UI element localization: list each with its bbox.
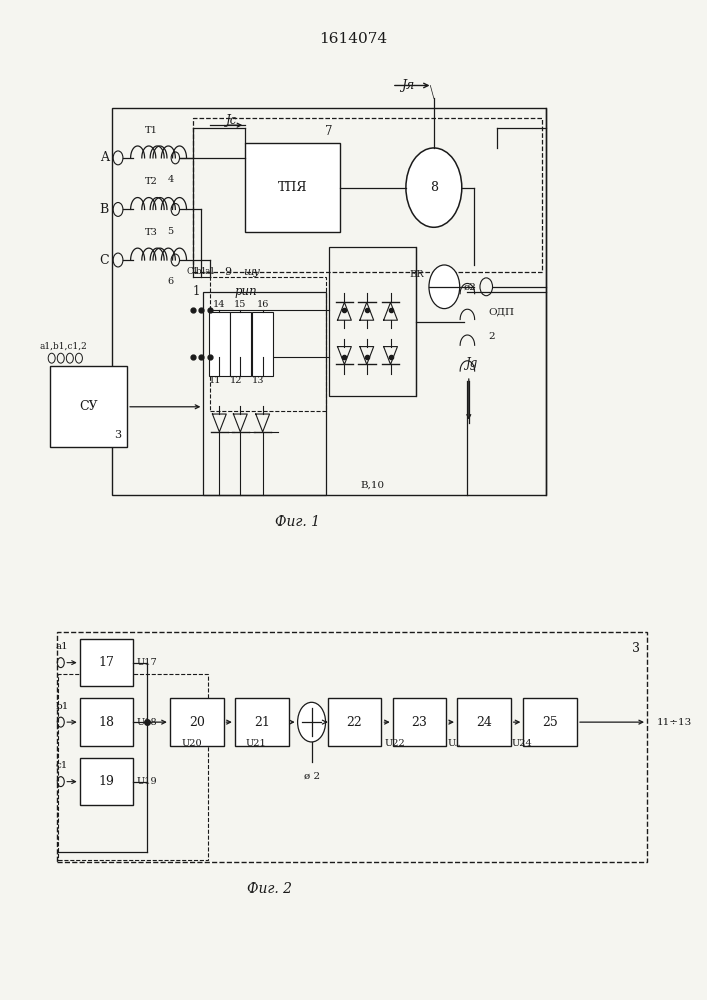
Text: 16: 16 bbox=[257, 300, 269, 309]
Text: 18: 18 bbox=[98, 716, 115, 729]
Bar bbox=[230, 312, 251, 376]
Bar bbox=[329, 247, 416, 396]
Bar bbox=[523, 698, 577, 746]
Text: A: A bbox=[100, 151, 109, 164]
Text: 23: 23 bbox=[411, 716, 428, 729]
Text: ø 2: ø 2 bbox=[303, 772, 320, 781]
Text: Jc: Jc bbox=[226, 114, 237, 127]
Text: a1: a1 bbox=[205, 267, 216, 276]
Text: Фиг. 2: Фиг. 2 bbox=[247, 882, 292, 896]
Text: U24: U24 bbox=[511, 739, 532, 748]
Text: U22: U22 bbox=[385, 739, 406, 748]
Bar bbox=[80, 758, 134, 805]
Text: 24: 24 bbox=[476, 716, 492, 729]
Text: 20: 20 bbox=[189, 716, 204, 729]
Bar bbox=[204, 292, 325, 495]
Text: Фиг. 1: Фиг. 1 bbox=[275, 515, 320, 529]
Text: C1: C1 bbox=[187, 267, 199, 276]
Text: U20: U20 bbox=[181, 739, 201, 748]
Text: C: C bbox=[100, 254, 109, 267]
Bar bbox=[245, 143, 339, 232]
Text: U..: U.. bbox=[448, 739, 462, 748]
Circle shape bbox=[429, 265, 460, 309]
Text: 17: 17 bbox=[98, 656, 115, 669]
Text: Jя: Jя bbox=[402, 79, 414, 92]
Bar bbox=[210, 277, 325, 411]
Text: ТПЯ: ТПЯ bbox=[278, 181, 307, 194]
Bar bbox=[80, 698, 134, 746]
Text: U19: U19 bbox=[137, 777, 158, 786]
Text: 1: 1 bbox=[193, 285, 200, 298]
Text: Jg: Jg bbox=[466, 357, 479, 370]
Text: a1: a1 bbox=[56, 642, 69, 651]
Text: 22: 22 bbox=[346, 716, 363, 729]
Text: c1: c1 bbox=[56, 761, 69, 770]
Bar bbox=[392, 698, 446, 746]
Text: 2: 2 bbox=[489, 332, 495, 341]
Text: 9: 9 bbox=[224, 267, 231, 277]
Bar bbox=[327, 698, 382, 746]
Text: ОДП: ОДП bbox=[489, 307, 515, 316]
Bar bbox=[193, 118, 542, 272]
Text: b1: b1 bbox=[56, 702, 69, 711]
Text: 8: 8 bbox=[430, 181, 438, 194]
Bar bbox=[57, 632, 647, 862]
Text: 5: 5 bbox=[168, 227, 173, 236]
Text: СУ: СУ bbox=[79, 400, 98, 413]
Text: 4: 4 bbox=[168, 175, 174, 184]
Bar bbox=[209, 312, 230, 376]
Text: T2: T2 bbox=[144, 177, 158, 186]
Text: 11: 11 bbox=[209, 376, 221, 385]
Text: B: B bbox=[100, 203, 109, 216]
Text: a1,b1,c1,2: a1,b1,c1,2 bbox=[40, 342, 88, 351]
Text: 15: 15 bbox=[234, 300, 247, 309]
Text: 14: 14 bbox=[213, 300, 226, 309]
Text: U17: U17 bbox=[137, 658, 158, 667]
Circle shape bbox=[406, 148, 462, 227]
Text: ВR: ВR bbox=[409, 270, 424, 279]
Bar bbox=[457, 698, 510, 746]
Text: 13: 13 bbox=[252, 376, 264, 385]
Text: 3: 3 bbox=[115, 430, 122, 440]
Circle shape bbox=[298, 702, 325, 742]
Text: В,10: В,10 bbox=[361, 481, 385, 490]
Text: T1: T1 bbox=[144, 126, 158, 135]
Text: 25: 25 bbox=[542, 716, 558, 729]
Bar bbox=[58, 674, 208, 860]
Text: 3: 3 bbox=[632, 642, 640, 655]
Text: b1: b1 bbox=[195, 267, 207, 276]
Text: 7: 7 bbox=[325, 125, 332, 138]
Text: шу: шу bbox=[244, 267, 261, 277]
Bar bbox=[50, 366, 127, 447]
Text: 11÷13: 11÷13 bbox=[657, 718, 692, 727]
Bar bbox=[252, 312, 273, 376]
Text: T3: T3 bbox=[144, 228, 158, 237]
Text: 12: 12 bbox=[230, 376, 243, 385]
Bar bbox=[235, 698, 288, 746]
Text: рип: рип bbox=[235, 285, 257, 298]
Text: ø2: ø2 bbox=[463, 282, 476, 291]
Bar bbox=[80, 639, 134, 686]
Text: U21: U21 bbox=[245, 739, 266, 748]
Text: U18: U18 bbox=[137, 718, 158, 727]
Text: 21: 21 bbox=[254, 716, 269, 729]
Text: 1614074: 1614074 bbox=[320, 32, 387, 46]
Text: 19: 19 bbox=[98, 775, 115, 788]
Text: 6: 6 bbox=[168, 277, 173, 286]
Bar bbox=[170, 698, 223, 746]
Bar bbox=[112, 108, 546, 495]
